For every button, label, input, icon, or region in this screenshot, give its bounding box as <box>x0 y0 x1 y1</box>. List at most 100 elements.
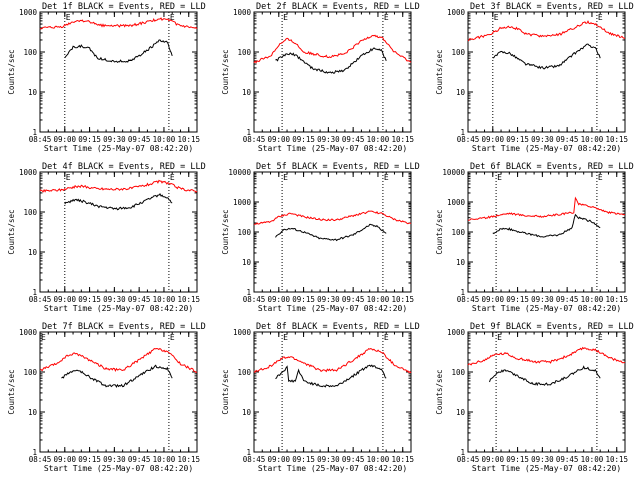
x-tick-label: 10:00 <box>581 135 604 144</box>
x-tick-label: 09:15 <box>506 455 529 464</box>
x-tick-label: 09:45 <box>556 135 579 144</box>
x-tick-label: 08:45 <box>243 295 266 304</box>
x-tick-label: 10:15 <box>177 455 200 464</box>
y-axis-label: Counts/sec <box>221 209 230 254</box>
plot-frame <box>253 171 412 293</box>
chart-panel-4: Det 4f BLACK = Events, RED = LLD 1 10 100 10… <box>7 162 206 313</box>
y-tick-label: 1000 <box>19 8 38 17</box>
red-lld-series-line <box>253 34 412 64</box>
x-tick-label: 09:30 <box>317 135 340 144</box>
x-tick-label: 09:15 <box>292 455 315 464</box>
x-tick-label: 10:00 <box>153 455 176 464</box>
x-tick-label: 08:45 <box>29 295 52 304</box>
y-tick-label: 100 <box>237 368 251 377</box>
y-tick-label: 100 <box>23 208 37 217</box>
y-axis-label: Counts/sec <box>7 49 16 94</box>
black-events-series-line <box>492 43 601 70</box>
x-tick-label: 09:15 <box>292 295 315 304</box>
x-axis-label: Start Time (25-May-07 08:42:20) <box>44 304 193 313</box>
x-tick-label: 09:15 <box>78 455 101 464</box>
y-tick-label: 1 <box>246 448 251 457</box>
chart-panel-7: Det 7f BLACK = Events, RED = LLD 1 10 100 10… <box>7 322 206 473</box>
x-tick-label: 09:30 <box>531 135 554 144</box>
x-tick-label: 09:45 <box>128 135 151 144</box>
chart-title: Det 4f BLACK = Events, RED = LLD <box>42 162 206 172</box>
x-tick-label: 09:15 <box>506 135 529 144</box>
plot-frame <box>39 331 198 453</box>
x-axis-label: Start Time (25-May-07 08:42:20) <box>258 304 407 313</box>
event-marker-label: E <box>497 173 502 182</box>
chart-title: Det 9f BLACK = Events, RED = LLD <box>470 322 634 332</box>
y-tick-label: 1 <box>246 128 251 137</box>
y-tick-label: 10 <box>456 258 466 267</box>
y-tick-label: 100 <box>451 48 465 57</box>
x-axis-label: Start Time (25-May-07 08:42:20) <box>44 144 193 153</box>
event-marker-label: E <box>66 13 71 22</box>
y-tick-label: 1000 <box>447 198 466 207</box>
x-tick-label: 09:00 <box>54 135 77 144</box>
x-tick-label: 08:45 <box>243 455 266 464</box>
x-tick-label: 10:00 <box>367 455 390 464</box>
y-tick-label: 1000 <box>447 328 466 337</box>
x-tick-label: 10:15 <box>177 295 200 304</box>
chart-panel-1: Det 1f BLACK = Events, RED = LLD 1 10 100 10… <box>7 2 206 153</box>
red-lld-series-line <box>253 347 412 374</box>
x-tick-label: 09:15 <box>292 135 315 144</box>
chart-title: Det 7f BLACK = Events, RED = LLD <box>42 322 206 332</box>
event-marker-label: E <box>283 173 288 182</box>
x-tick-label: 10:00 <box>367 295 390 304</box>
event-marker-label: E <box>494 13 499 22</box>
y-axis-label: Counts/sec <box>7 209 16 254</box>
x-tick-label: 09:45 <box>128 455 151 464</box>
chart-panel-5: Det 5f BLACK = Events, RED = LLD 1 10 100 10… <box>221 162 420 313</box>
x-tick-label: 08:45 <box>243 135 266 144</box>
y-tick-label: 10 <box>28 88 38 97</box>
red-lld-series-line <box>39 347 198 373</box>
red-lld-series-line <box>467 196 625 221</box>
plot-frame <box>467 11 626 133</box>
y-tick-label: 1000 <box>233 198 252 207</box>
y-tick-label: 1000 <box>233 8 252 17</box>
x-tick-label: 09:00 <box>268 135 291 144</box>
event-marker-label: E <box>384 333 389 342</box>
x-tick-label: 09:00 <box>268 295 291 304</box>
chart-panel-8: Det 8f BLACK = Events, RED = LLD 1 10 100 10… <box>221 322 420 473</box>
black-events-series-line <box>275 223 387 242</box>
y-tick-label: 10000 <box>442 168 465 177</box>
y-axis-label: Counts/sec <box>7 369 16 414</box>
event-marker-label: E <box>170 13 175 22</box>
chart-title: Det 1f BLACK = Events, RED = LLD <box>42 2 206 12</box>
x-axis-label: Start Time (25-May-07 08:42:20) <box>472 144 621 153</box>
x-tick-label: 10:00 <box>581 455 604 464</box>
x-tick-label: 09:30 <box>317 295 340 304</box>
x-tick-label: 10:00 <box>581 295 604 304</box>
x-tick-label: 09:45 <box>342 135 365 144</box>
y-tick-label: 10 <box>28 248 38 257</box>
x-tick-label: 10:15 <box>605 135 628 144</box>
x-tick-label: 09:15 <box>78 295 101 304</box>
event-marker-label: E <box>598 173 603 182</box>
chart-title: Det 5f BLACK = Events, RED = LLD <box>256 162 420 172</box>
y-tick-label: 1 <box>32 128 37 137</box>
event-marker-label: E <box>170 173 175 182</box>
black-events-series-line <box>64 192 173 211</box>
x-tick-label: 09:00 <box>482 455 505 464</box>
x-tick-label: 09:30 <box>103 135 126 144</box>
event-marker-label: E <box>170 333 175 342</box>
x-tick-label: 09:15 <box>506 295 529 304</box>
y-axis-label: Counts/sec <box>435 369 444 414</box>
event-marker-label: E <box>66 173 71 182</box>
black-events-series-line <box>275 47 387 74</box>
x-tick-label: 08:45 <box>457 295 480 304</box>
y-tick-label: 1000 <box>19 328 38 337</box>
x-tick-label: 09:30 <box>531 455 554 464</box>
x-axis-label: Start Time (25-May-07 08:42:20) <box>472 464 621 473</box>
x-tick-label: 10:15 <box>177 135 200 144</box>
x-tick-label: 09:00 <box>482 135 505 144</box>
y-axis-label: Counts/sec <box>435 49 444 94</box>
y-tick-label: 1 <box>460 288 465 297</box>
x-tick-label: 09:00 <box>268 455 291 464</box>
y-tick-label: 1000 <box>233 328 252 337</box>
chart-title: Det 6f BLACK = Events, RED = LLD <box>470 162 634 172</box>
x-tick-label: 10:15 <box>391 135 414 144</box>
